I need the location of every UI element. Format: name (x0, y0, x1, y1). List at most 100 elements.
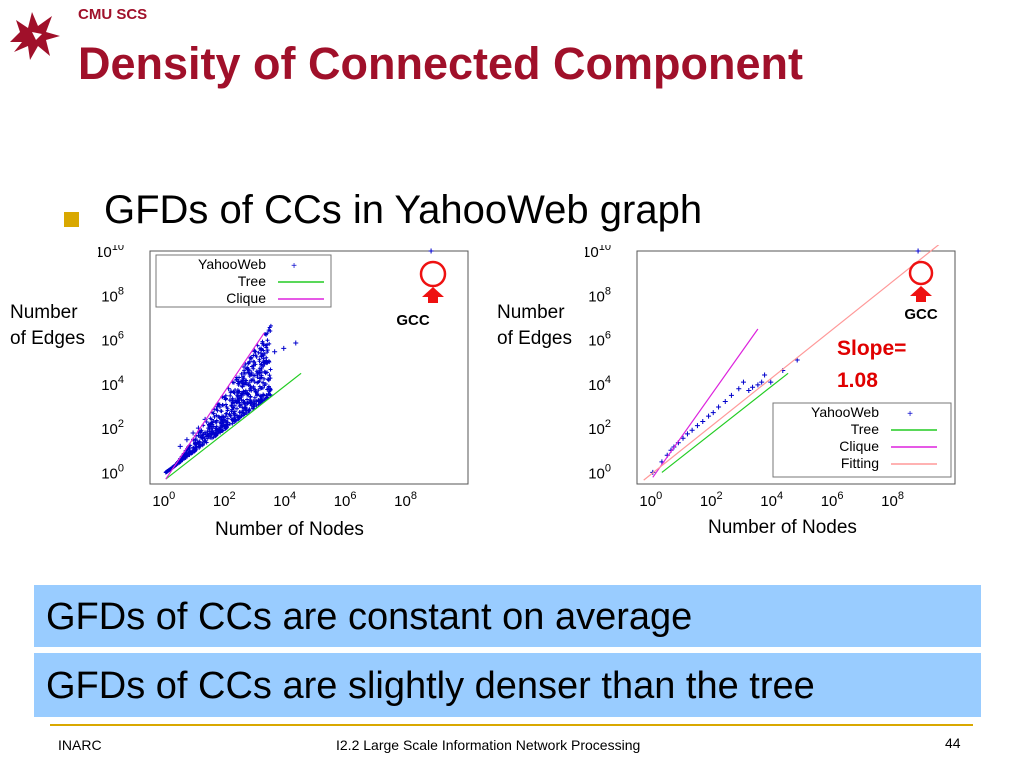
data-point (265, 350, 270, 355)
data-point (246, 370, 251, 375)
data-point (268, 386, 273, 391)
data-point (235, 399, 240, 404)
data-point (257, 379, 262, 384)
data-point (251, 353, 256, 358)
right-x-label: Number of Nodes (708, 517, 857, 538)
y-tick-label: 102 (588, 418, 611, 438)
data-point (237, 404, 242, 409)
data-point (223, 402, 228, 407)
data-point (199, 428, 204, 433)
data-point (265, 377, 270, 382)
data-point (249, 400, 254, 405)
y-tick-label: 104 (101, 374, 124, 394)
bullet-square-icon (64, 212, 79, 227)
right-gcc-circle (908, 260, 934, 286)
data-point (213, 426, 218, 431)
left-gcc-label: GCC (396, 312, 430, 329)
left-gcc-arrow-icon (422, 287, 444, 303)
data-point (262, 369, 267, 374)
data-point (689, 427, 695, 433)
data-point (196, 440, 201, 445)
data-point (267, 341, 272, 346)
data-point (722, 398, 728, 404)
data-point (266, 328, 271, 333)
data-point (204, 440, 209, 445)
legend-label-clique: Clique (226, 290, 266, 306)
data-point (216, 428, 221, 433)
data-point (762, 372, 768, 378)
data-point (228, 390, 233, 395)
data-point (740, 379, 746, 385)
data-point (184, 453, 189, 458)
y-tick-label: 106 (588, 330, 611, 350)
data-point (212, 414, 217, 419)
data-point (220, 428, 225, 433)
data-point (236, 416, 241, 421)
data-point (251, 384, 256, 389)
data-point (255, 392, 260, 397)
data-point (193, 438, 198, 443)
data-point (202, 430, 207, 435)
data-point (189, 450, 194, 455)
data-point (229, 409, 234, 414)
left-legend: YahooWeb Tree Clique + (155, 254, 332, 308)
x-tick-label: 106 (821, 490, 844, 510)
data-point (746, 388, 752, 394)
x-tick-label: 106 (334, 490, 357, 510)
data-point (216, 414, 221, 419)
data-point (219, 409, 224, 414)
series-line-fitting (643, 245, 940, 481)
x-tick-label: 108 (881, 490, 904, 510)
data-point (264, 345, 269, 350)
legend-label-fitting: Fitting (841, 455, 879, 471)
data-point (258, 400, 263, 405)
data-point (236, 390, 241, 395)
data-point (230, 400, 235, 405)
data-point (214, 419, 219, 424)
data-point (257, 366, 262, 371)
data-point (246, 408, 251, 413)
data-point (265, 348, 270, 353)
y-tick-label: 100 (588, 462, 611, 482)
legend-label-yahooweb: YahooWeb (198, 256, 266, 272)
x-tick-label: 102 (700, 490, 723, 510)
data-point (259, 375, 264, 380)
right-gcc-label: GCC (904, 306, 938, 323)
left-x-label: Number of Nodes (215, 519, 364, 540)
data-point (259, 394, 264, 399)
data-point (249, 378, 254, 383)
data-point (242, 371, 247, 376)
data-point (211, 435, 216, 440)
data-point (243, 407, 248, 412)
data-point (221, 422, 226, 427)
slide-title: Density of Connected Component (78, 38, 804, 89)
y-tick-label: 1010 (98, 245, 124, 261)
data-point (235, 377, 240, 382)
data-point (217, 402, 222, 407)
data-point (252, 360, 257, 365)
data-point (264, 332, 269, 337)
data-point (167, 467, 172, 472)
data-point (211, 424, 216, 429)
x-tick-label: 100 (152, 490, 175, 510)
slope-label-line1: Slope= (837, 337, 906, 360)
data-point (680, 435, 686, 441)
data-point (242, 391, 247, 396)
y-tick-label: 106 (101, 330, 124, 350)
data-point (211, 411, 216, 416)
data-point (237, 400, 242, 405)
y-tick-label: 100 (101, 462, 124, 482)
slope-label-line2: 1.08 (837, 369, 878, 392)
data-point (247, 359, 253, 365)
data-point (694, 423, 700, 429)
left-gcc-annotation: GCC (396, 260, 447, 329)
data-point (258, 393, 263, 398)
data-point (209, 417, 214, 422)
data-point (200, 435, 205, 440)
data-point (229, 417, 234, 422)
data-point (231, 406, 236, 411)
data-point (755, 382, 761, 388)
data-point (261, 380, 266, 385)
footer-left: INARC (58, 737, 102, 753)
legend-label-tree: Tree (851, 421, 879, 437)
